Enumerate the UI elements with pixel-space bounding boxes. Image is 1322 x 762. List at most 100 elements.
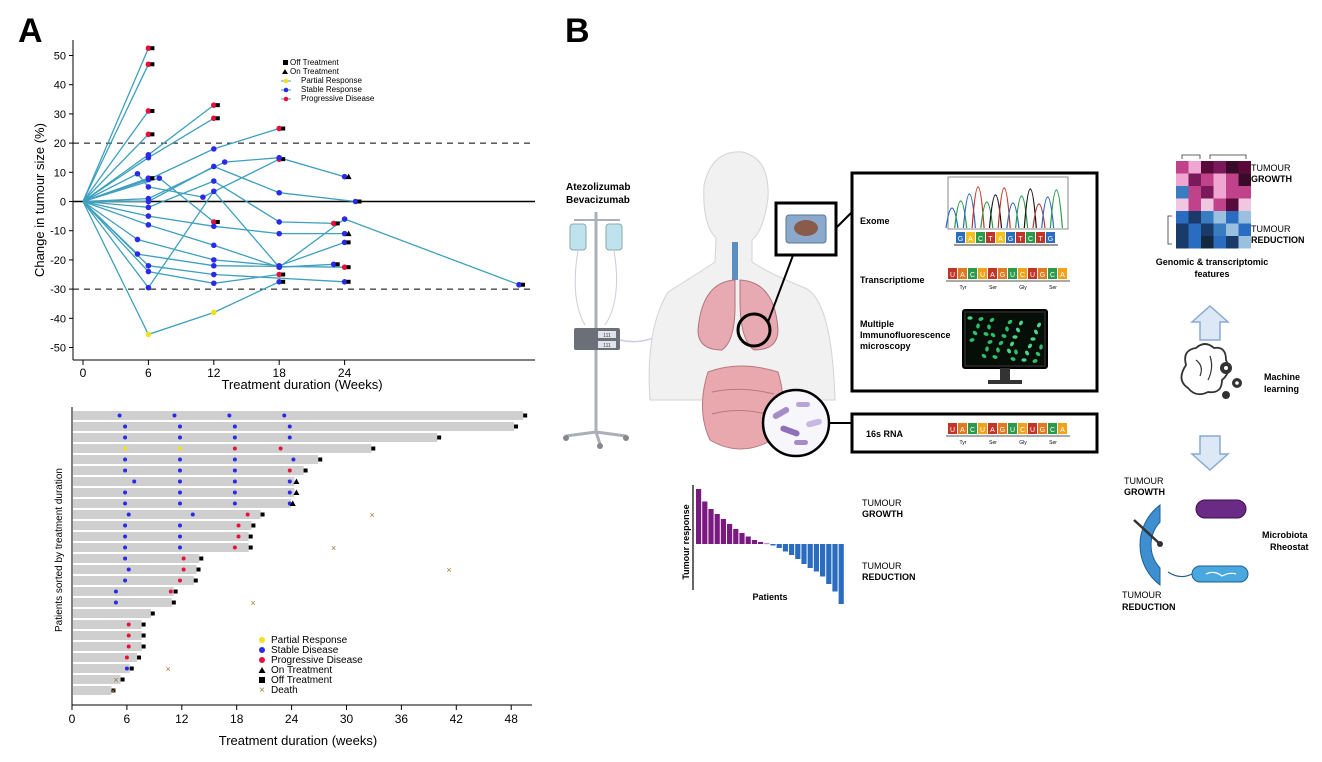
waterfall-bar	[733, 529, 739, 544]
rna16s-base-tile	[978, 423, 987, 434]
exome-base-tile	[976, 232, 985, 243]
spider-point	[134, 236, 141, 243]
spider-point	[276, 189, 283, 196]
swimmer-bar	[73, 510, 261, 519]
waterfall-bar	[807, 544, 813, 568]
rheostat-growth-2: GROWTH	[1124, 487, 1165, 497]
swimmer-end-off	[173, 589, 178, 594]
swimmer-marker	[123, 490, 128, 495]
waterfall-bar	[745, 536, 751, 544]
fluorescent-cell	[972, 330, 978, 336]
swimmer-legend-symbol	[259, 657, 265, 663]
iv-stand: 111 111	[563, 212, 661, 449]
swimmer-marker	[126, 633, 131, 638]
exome-base-tile	[1026, 232, 1035, 243]
fluorescent-cell	[1009, 341, 1015, 347]
rna-base-letter: A	[1060, 272, 1065, 279]
rna-base-codon: Ser	[989, 285, 997, 291]
pump-display-2: 111	[603, 343, 611, 349]
rna16s-base-codon: Tyr	[960, 440, 967, 446]
waterfall-bar	[832, 544, 838, 592]
waterfall-bar	[789, 544, 795, 555]
spider-point	[211, 188, 217, 195]
spider-series-line	[82, 127, 280, 203]
spider-ytick-label: -40	[50, 313, 66, 325]
spider-point	[276, 264, 283, 270]
arrow-up	[1190, 304, 1230, 341]
swimmer-marker	[123, 446, 128, 451]
heatmap-cell	[1226, 186, 1239, 199]
swimmer-marker	[177, 435, 182, 440]
swimmer-legend-symbol	[259, 637, 265, 643]
swimmer-marker	[236, 523, 241, 528]
waterfall-bar	[702, 501, 708, 544]
transcriptome-label: Transcriptiome	[860, 275, 925, 285]
swimmer-end-off	[196, 567, 201, 572]
heatmap-cell	[1201, 198, 1214, 211]
rna16s-base-tile	[948, 423, 957, 434]
exome-base-tile	[1006, 232, 1015, 243]
fluorescent-cell	[987, 340, 993, 344]
spider-point	[341, 239, 348, 246]
fluorescent-cell	[1001, 334, 1007, 338]
spider-ytick-label: -20	[50, 255, 66, 267]
heatmap-cell	[1201, 223, 1214, 236]
fluorescent-cell	[1024, 350, 1030, 356]
spider-point	[341, 230, 348, 237]
swimmer-marker	[232, 457, 237, 462]
rna16s-base-tile	[968, 423, 977, 434]
rna-base-tile	[958, 268, 967, 279]
swimmer-xtick-label: 48	[505, 712, 519, 726]
rna16s-base-letter: U	[980, 427, 985, 434]
exome-base-tile	[986, 232, 995, 243]
waterfall-reduction-label: REDUCTION	[862, 572, 916, 582]
spider-point	[276, 154, 283, 161]
rna16s-base-letter: A	[990, 427, 995, 434]
waterfall-bar	[782, 544, 788, 552]
fluorescent-cell	[1012, 335, 1018, 339]
spider-points	[134, 45, 525, 338]
monitor	[962, 309, 1048, 384]
rheostat-reduction-1: TUMOUR	[1122, 590, 1162, 600]
microscopy-label-1: Multiple	[860, 319, 894, 329]
swimmer-marker	[126, 644, 131, 649]
rna-base-codon: Gly	[1019, 285, 1027, 291]
swimmer-bar	[73, 433, 438, 442]
exome-base-letter: T	[1018, 236, 1023, 243]
swimmer-end-on	[293, 489, 300, 495]
fluorescent-cell	[1032, 359, 1038, 363]
spider-ticks: 50 40 30 20 10 0 -10 -20 -30 -40 -50 0 6 12 18 24	[50, 51, 352, 381]
swimmer-end-off	[260, 512, 265, 517]
swimmer-bar	[73, 444, 372, 453]
fluorescent-cell	[1006, 348, 1012, 354]
spider-point	[211, 102, 217, 108]
swimmer-end-off	[137, 655, 142, 660]
spider-point	[276, 279, 283, 285]
swimmer-bar	[73, 477, 295, 486]
spider-legend-label: Partial Response	[301, 76, 362, 85]
spider-ytick-label: -30	[50, 284, 66, 296]
swimmer-marker	[232, 479, 237, 484]
swimmer-marker	[177, 479, 182, 484]
rna-base-tile	[1028, 268, 1037, 279]
rna-base-letter: G	[1040, 272, 1045, 279]
fluorescent-cell	[989, 317, 995, 323]
microscopy-label-3: microscopy	[860, 341, 911, 351]
swimmer-marker	[181, 567, 186, 572]
exome-base-letter: G	[958, 236, 963, 243]
spider-point	[145, 222, 152, 228]
rna-base-tile	[1058, 268, 1067, 279]
waterfall-bar	[776, 544, 782, 548]
rna-base-letter: U	[1030, 272, 1035, 279]
heatmap-cell	[1213, 211, 1226, 224]
bacterium-purple-icon	[1195, 499, 1247, 519]
swimmer-end-off	[141, 633, 146, 638]
swimmer-end-off	[171, 600, 176, 605]
heatmap-cell	[1188, 211, 1201, 224]
heatmap-cell	[1238, 161, 1251, 174]
ml-label-1: Machine	[1264, 372, 1300, 382]
chromatogram-peak	[1041, 196, 1055, 229]
rna-base-backbone	[946, 280, 1070, 282]
features-label-2: features	[1194, 269, 1229, 279]
rna-base-codon: Ser	[1049, 285, 1057, 291]
